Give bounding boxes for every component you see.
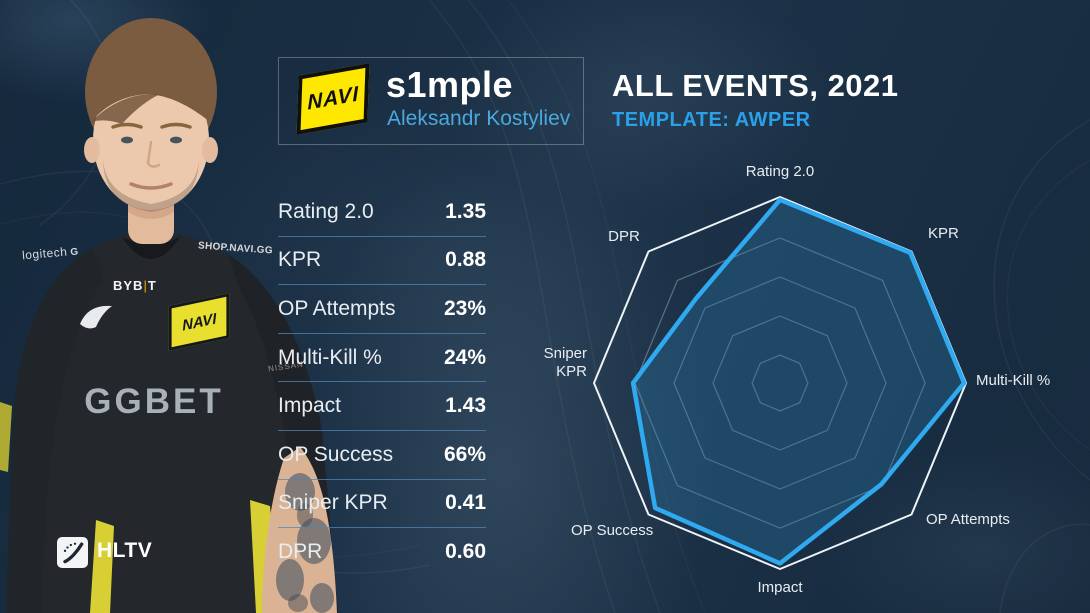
stat-value: 66% [443,442,486,466]
radar-axis-label-op-success: OP Success [571,522,654,539]
stat-value: 0.60 [445,540,486,564]
player-name-box [278,57,584,145]
jersey-ggbet-text: GGBET [84,382,224,421]
table-row: Multi-Kill % 24% [278,334,486,383]
stat-value: 1.43 [445,394,486,418]
stat-label: DPR [278,540,323,564]
hltv-brand-text: HLTV [97,539,153,562]
hltv-logo-icon [57,537,88,568]
stat-label: Multi-Kill % [278,345,382,369]
table-row: KPR 0.88 [278,237,486,286]
stat-value: 0.88 [445,248,486,272]
stats-table: Rating 2.0 1.35 KPR 0.88 OP Attempts 23%… [278,188,486,577]
table-row: OP Success 66% [278,431,486,480]
radar-axis-label-impact: Impact [757,579,803,596]
radar-axis-label-multikill: Multi-Kill % [976,372,1051,389]
stat-value: 1.35 [445,199,486,223]
radar-axis-label-kpr: KPR [928,225,959,242]
table-row: DPR 0.60 [278,528,486,577]
logitech-g-icon: G [69,246,80,259]
stat-value: 24% [443,345,486,369]
table-row: Rating 2.0 1.35 [278,188,486,237]
stat-value: 0.41 [445,491,486,515]
stat-label: OP Attempts [278,296,396,320]
stat-label: Sniper KPR [278,491,388,515]
stat-label: Impact [278,394,342,418]
player-nickname: s1mple [386,64,514,105]
radar-axis-label-dpr: DPR [608,228,640,245]
table-row: Impact 1.43 [278,382,486,431]
template-subtitle: TEMPLATE: AWPER [612,109,811,131]
jersey-bybit-text: BYB|T [113,278,157,293]
puma-logo [80,305,112,329]
stat-label: OP Success [278,442,394,466]
radar-chart [593,196,967,570]
stat-value: 23% [443,296,486,320]
table-row: Sniper KPR 0.41 [278,480,486,529]
stat-label: KPR [278,248,322,272]
player-real-name: Aleksandr Kostyliev [387,107,571,130]
player-photo [0,18,338,613]
events-title: ALL EVENTS, 2021 [612,68,899,103]
table-row: OP Attempts 23% [278,285,486,334]
radar-axis-label-op-attempts: OP Attempts [926,511,1010,528]
radar-axis-label-rating: Rating 2.0 [745,163,815,180]
radar-axis-label-sniper-kpr: Sniper KPR [543,345,587,380]
stat-label: Rating 2.0 [278,199,374,223]
